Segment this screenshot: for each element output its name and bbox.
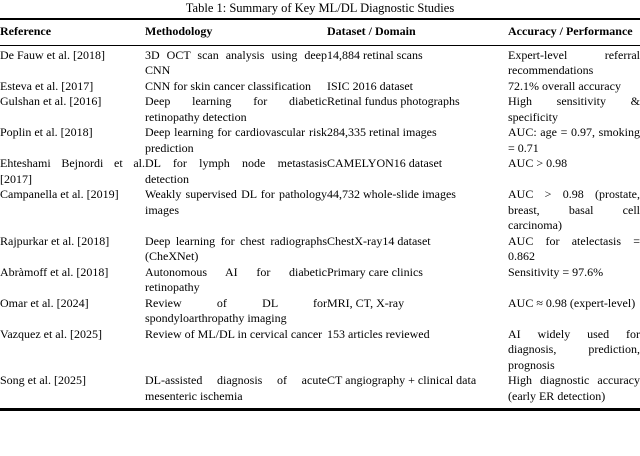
cell-accuracy: AUC > 0.98 (508, 156, 568, 170)
table-row: Song et al. [2025] DL-assisted diagnosis… (0, 373, 640, 410)
cell-dataset: CAMELYON16 dataset (327, 156, 443, 170)
cell-reference: Song et al. [2025] (0, 373, 86, 387)
table-row: Ehteshami Bejnordi et al. [2017] DL for … (0, 156, 640, 187)
table-row: Campanella et al. [2019] Weakly supervis… (0, 187, 640, 234)
cell-dataset: 44,732 whole-slide images (327, 187, 456, 201)
table-row: Poplin et al. [2018] Deep learning for c… (0, 125, 640, 156)
cell-dataset: ISIC 2016 dataset (327, 78, 413, 93)
cell-methodology: Deep learning for cardiovascular risk pr… (145, 125, 327, 155)
cell-reference: Campanella et al. [2019] (0, 187, 119, 201)
cell-reference: Omar et al. [2024] (0, 295, 89, 310)
cell-dataset: CT angiography + clinical data (327, 373, 477, 387)
cell-methodology: Deep learning for chest radiographs (Che… (145, 233, 327, 264)
table-body: De Fauw et al. [2018] 3D OCT scan analys… (0, 45, 640, 410)
cell-accuracy: AI widely used for diagnosis, prediction… (508, 326, 640, 372)
cell-accuracy: AUC > 0.98 (prostate, breast, basal cell… (508, 187, 640, 232)
cell-accuracy: AUC ≈ 0.98 (expert-level) (508, 295, 636, 310)
cell-reference: De Fauw et al. [2018] (0, 47, 105, 62)
cell-reference: Abràmoff et al. [2018] (0, 264, 109, 279)
cell-methodology: Review of ML/DL in cervical cancer (145, 326, 323, 341)
cell-accuracy: Sensitivity = 97.6% (508, 264, 604, 279)
cell-reference: Ehteshami Bejnordi et al. [2017] (0, 156, 145, 186)
cell-dataset: 14,884 retinal scans (327, 47, 423, 62)
cell-dataset: 284,335 retinal images (327, 125, 437, 139)
table-caption: Table 1: Summary of Key ML/DL Diagnostic… (185, 1, 455, 15)
cell-methodology: DL-assisted diagnosis of acute mesenteri… (145, 373, 327, 403)
cell-methodology: CNN for skin cancer classification (145, 78, 311, 93)
cell-reference: Rajpurkar et al. [2018] (0, 233, 110, 248)
cell-accuracy: High sensitivity & specificity (508, 94, 640, 124)
cell-reference: Esteva et al. [2017] (0, 78, 94, 93)
cell-methodology: DL for lymph node metastasis detection (145, 156, 327, 186)
column-header-accuracy: Accuracy / Performance (508, 19, 640, 46)
cell-reference: Gulshan et al. [2016] (0, 94, 102, 108)
cell-dataset: 153 articles reviewed (327, 326, 430, 341)
cell-dataset: Primary care clinics (327, 264, 423, 279)
cell-reference: Poplin et al. [2018] (0, 125, 93, 139)
cell-dataset: MRI, CT, X-ray (327, 295, 405, 310)
cell-methodology: 3D OCT scan analysis using deep CNN (145, 47, 327, 78)
cell-methodology: Review of DL for spondyloarthropathy ima… (145, 295, 327, 326)
column-header-dataset: Dataset / Domain (327, 19, 508, 46)
cell-accuracy: AUC: age = 0.97, smoking = 0.71 (508, 125, 640, 155)
cell-methodology: Autonomous AI for diabetic retinopathy (145, 264, 327, 295)
table-row: De Fauw et al. [2018] 3D OCT scan analys… (0, 45, 640, 79)
table-row: Rajpurkar et al. [2018] Deep learning fo… (0, 234, 640, 265)
table-header: Reference Methodology Dataset / Domain A… (0, 19, 640, 46)
table-row: Abràmoff et al. [2018] Autonomous AI for… (0, 265, 640, 296)
table-row: Esteva et al. [2017] CNN for skin cancer… (0, 79, 640, 95)
cell-accuracy: AUC for atelectasis = 0.862 (508, 233, 640, 264)
cell-accuracy: 72.1% overall accuracy (508, 78, 621, 93)
table-row: Omar et al. [2024] Review of DL for spon… (0, 296, 640, 327)
table-row: Vazquez et al. [2025] Review of ML/DL in… (0, 327, 640, 374)
cell-accuracy: High diagnostic accuracy (early ER detec… (508, 373, 640, 403)
cell-accuracy: Expert-level referral recommendations (508, 47, 640, 78)
summary-table: Reference Methodology Dataset / Domain A… (0, 18, 640, 411)
cell-methodology: Deep learning for diabetic retinopathy d… (145, 94, 327, 124)
header-row: Reference Methodology Dataset / Domain A… (0, 19, 640, 46)
cell-methodology: Weakly supervised DL for pathology image… (145, 187, 327, 217)
column-header-methodology: Methodology (145, 19, 327, 46)
column-header-reference: Reference (0, 19, 145, 46)
cell-dataset: Retinal fundus photographs (327, 94, 460, 108)
cell-dataset: ChestX-ray14 dataset (327, 233, 431, 248)
cell-reference: Vazquez et al. [2025] (0, 326, 102, 341)
table-row: Gulshan et al. [2016] Deep learning for … (0, 94, 640, 125)
